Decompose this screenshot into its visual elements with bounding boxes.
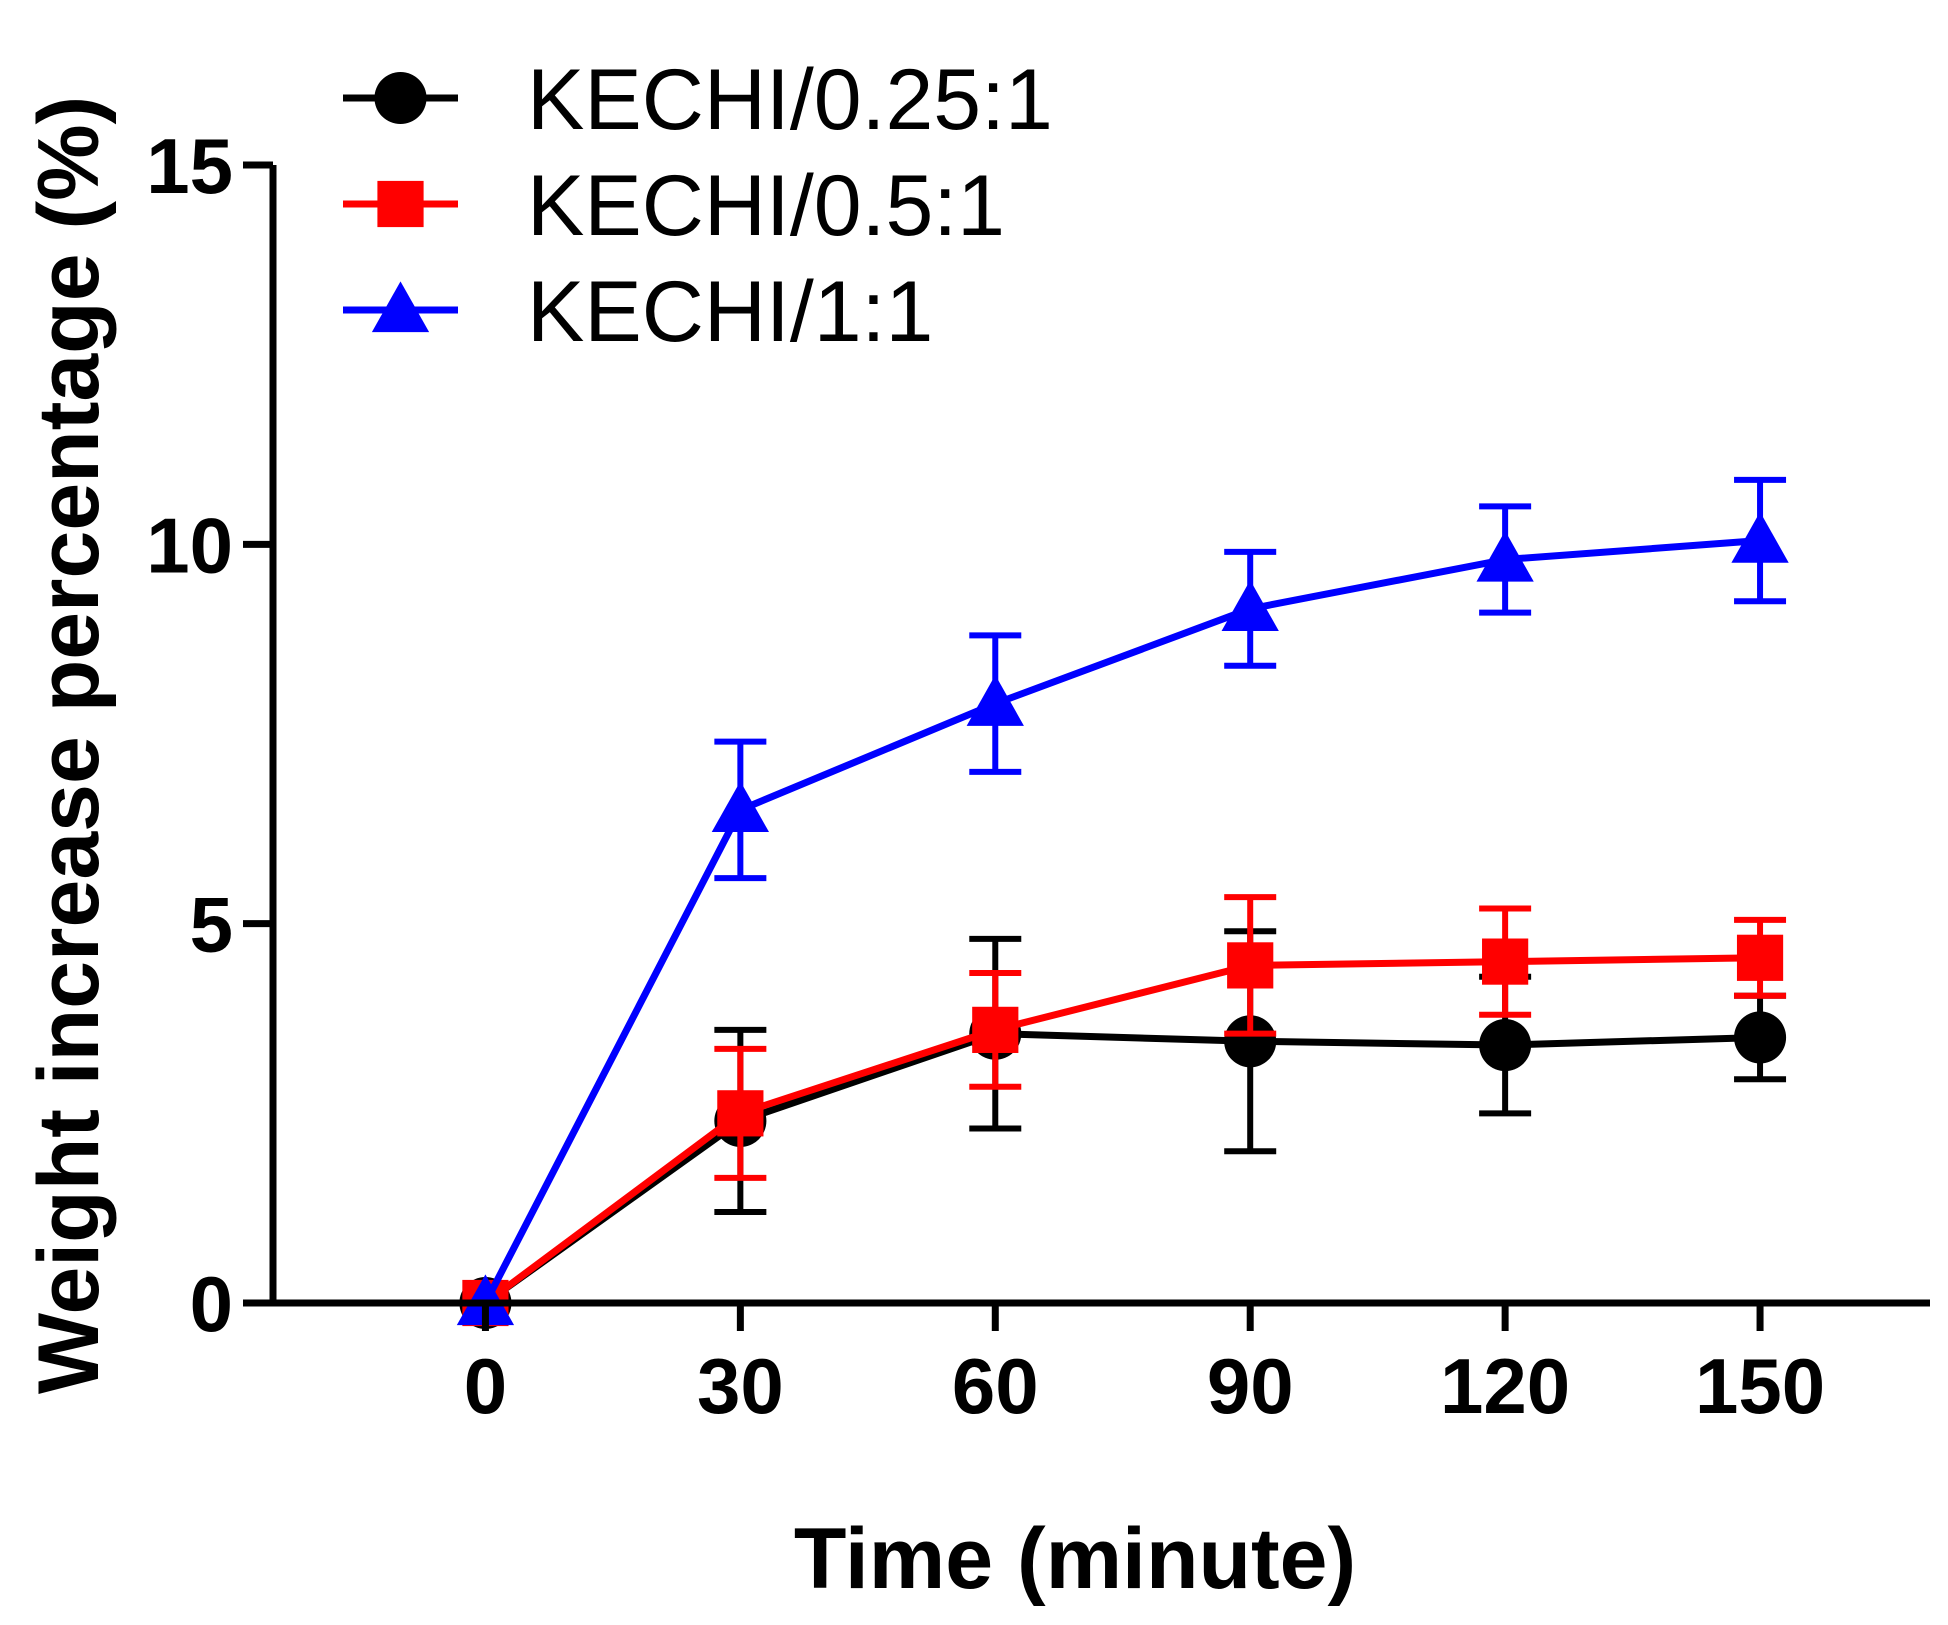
data-point-0-5: [1734, 1011, 1787, 1064]
legend-entry-0: KECHI/0.25:1: [343, 52, 1053, 148]
legend-entry-2: KECHI/1:1: [343, 264, 933, 360]
x-tick-label-0: 0: [464, 1342, 507, 1430]
legend-entry-1: KECHI/0.5:1: [343, 158, 1005, 254]
data-point-0-4: [1479, 1019, 1532, 1072]
data-point-2-1: [711, 781, 770, 833]
data-point-1-5: [1736, 934, 1784, 981]
series-line-1: [483, 954, 1761, 1306]
data-point-2-5: [1731, 511, 1789, 563]
series-layer: [456, 476, 1789, 1330]
data-point-2-3: [1221, 580, 1279, 631]
data-point-2-2: [966, 675, 1024, 726]
legend-marker-2: [371, 281, 430, 333]
x-tick-label-120: 120: [1440, 1342, 1570, 1430]
legend-label-1: KECHI/0.5:1: [527, 158, 1005, 254]
data-point-0-3: [1224, 1015, 1277, 1068]
y-tick-label-5: 5: [190, 881, 233, 969]
data-point-1-4: [1482, 938, 1529, 985]
data-point-2-4: [1476, 530, 1534, 582]
legend: KECHI/0.25:1 KECHI/0.5:1 KECHI/1:1: [343, 52, 1053, 360]
x-tick-label-30: 30: [697, 1342, 784, 1430]
x-axis-title: Time (minute): [794, 1511, 1356, 1607]
y-tick-label-10: 10: [146, 501, 233, 589]
data-point-1-3: [1227, 942, 1274, 989]
y-tick-label-15: 15: [146, 122, 233, 210]
y-tick-label-0: 0: [190, 1260, 233, 1348]
series-0: [459, 928, 1787, 1330]
legend-marker-1: [377, 180, 424, 228]
series-2: [456, 476, 1789, 1326]
data-point-1-2: [972, 1006, 1019, 1053]
legend-label-0: KECHI/0.25:1: [527, 52, 1053, 148]
y-axis-title: Weight increase percentage (%): [21, 96, 117, 1394]
x-tick-label-90: 90: [1207, 1342, 1294, 1430]
series-line-2: [482, 537, 1761, 1305]
legend-marker-0: [374, 71, 427, 125]
legend-label-2: KECHI/1:1: [527, 264, 933, 360]
x-tick-label-60: 60: [952, 1342, 1039, 1430]
x-tick-label-150: 150: [1695, 1342, 1825, 1430]
data-point-1-1: [717, 1090, 764, 1137]
series-line-0: [483, 1030, 1761, 1306]
